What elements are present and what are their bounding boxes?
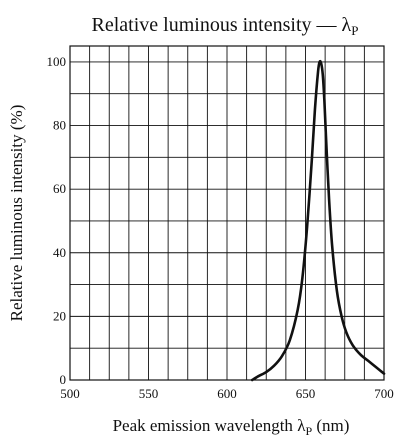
y-tick-label: 40 — [53, 245, 66, 260]
y-tick-label: 20 — [53, 308, 66, 323]
y-tick-label: 0 — [60, 372, 67, 387]
y-axis-label: Relative luminous intensity (%) — [7, 105, 26, 322]
y-tick-label: 60 — [53, 181, 66, 196]
x-tick-label: 650 — [296, 386, 316, 401]
x-axis-label: Peak emission wavelength λP (nm) — [113, 416, 350, 437]
chart-title: Relative luminous intensity — λP — [92, 14, 359, 38]
plot-frame — [69, 45, 385, 381]
series-line — [250, 59, 386, 382]
grid-lines — [69, 46, 385, 381]
y-tick-label: 80 — [53, 118, 66, 133]
y-tick-label: 100 — [47, 54, 67, 69]
x-tick-label: 600 — [217, 386, 237, 401]
x-tick-label: 700 — [374, 386, 394, 401]
x-tick-label: 550 — [139, 386, 159, 401]
x-tick-label: 500 — [60, 386, 80, 401]
tick-labels: 500 550 600 650 700 0 20 40 60 80 100 — [47, 54, 394, 401]
